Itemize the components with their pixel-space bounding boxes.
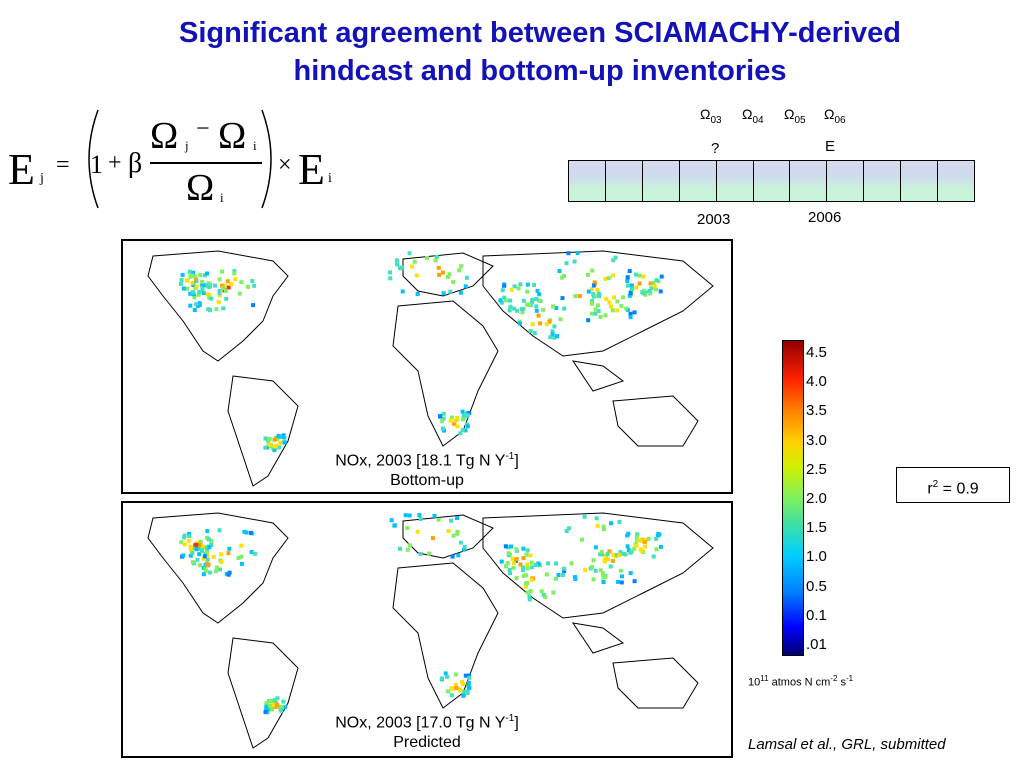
colorbar-tick-label: 0.5 — [806, 577, 827, 595]
timeline-bar — [568, 160, 975, 202]
timeline-question-mark: ? — [711, 140, 720, 157]
timeline-cell — [679, 161, 717, 201]
formula-e-j: E — [8, 145, 35, 194]
colorbar-tick-label: 0.1 — [806, 606, 827, 624]
colorbar-tick-label: 3.5 — [806, 402, 827, 420]
formula-e-i: E — [298, 145, 325, 194]
formula-sub-i: i — [253, 138, 257, 153]
timeline-year-2006: 2006 — [808, 209, 842, 226]
omega-label-05: Ω05 — [784, 106, 806, 126]
timeline-cell — [827, 161, 865, 201]
title-line-1: Significant agreement between SCIAMACHY-… — [179, 17, 901, 49]
map-caption-predicted: NOx, 2003 [17.0 Tg N Y-1] Predicted — [335, 713, 519, 752]
citation: Lamsal et al., GRL, submitted — [748, 736, 946, 753]
formula-right-paren — [261, 109, 272, 209]
timeline-cell — [753, 161, 791, 201]
map-bottom-up: NOx, 2003 [18.1 Tg N Y-1] Bottom-up — [121, 239, 733, 494]
title-line-2: hindcast and bottom-up inventories — [293, 55, 787, 87]
formula-left-paren — [88, 109, 99, 209]
timeline-cell — [864, 161, 902, 201]
formula-sub-i2: i — [220, 190, 224, 205]
map-predicted: NOx, 2003 [17.0 Tg N Y-1] Predicted — [121, 501, 733, 758]
colorbar-tick-label: 2.0 — [806, 490, 827, 507]
world-map-bottom-up — [147, 250, 714, 487]
formula-sub-j: j — [40, 171, 44, 186]
colorbar-tick-label: 1.5 — [806, 519, 827, 537]
formula-sub-i3: i — [328, 171, 332, 186]
formula-minus: − — [196, 116, 210, 142]
formula-one: 1 — [90, 150, 103, 179]
colorbar-tick-label: 4.5 — [806, 344, 827, 361]
world-map-predicted — [147, 512, 714, 749]
emission-formula: E j = 1 + β Ω j − Ω i Ω i × E i — [0, 104, 360, 214]
timeline-cell — [901, 161, 939, 201]
timeline-cell — [938, 161, 974, 201]
colorbar-tick-label: .01 — [806, 636, 827, 653]
timeline-cell — [605, 161, 643, 201]
colorbar-units: 1011 atmos N cm-2 s-1 — [748, 674, 854, 689]
colorbar-tick-label: 4.0 — [806, 373, 827, 391]
omega-label-04: Ω04 — [742, 106, 764, 126]
slide-title: Significant agreement between SCIAMACHY-… — [60, 14, 1020, 90]
formula-beta: β — [128, 148, 143, 179]
formula-omega-j: Ω — [150, 115, 179, 157]
formula-omega-denominator: Ω — [186, 167, 215, 209]
colorbar-tick-label: 1.0 — [806, 548, 827, 566]
formula-sub-j2: j — [185, 138, 189, 153]
formula-plus: + — [108, 150, 122, 176]
r-squared-box: r2 = 0.9 — [896, 467, 1010, 503]
timeline-cell — [716, 161, 754, 201]
colorbar-tick-label: 2.5 — [806, 460, 827, 478]
timeline-year-2003: 2003 — [697, 211, 731, 228]
omega-label-03: Ω03 — [700, 106, 722, 126]
timeline-cell — [569, 161, 606, 201]
timeline-cell — [790, 161, 828, 201]
map-caption-bottom-up: NOx, 2003 [18.1 Tg N Y-1] Bottom-up — [335, 451, 519, 490]
fraction-bar — [150, 162, 262, 164]
colorbar — [782, 340, 804, 656]
formula-equals: = — [56, 152, 70, 178]
timeline-cell — [642, 161, 680, 201]
colorbar-tick-label: 3.0 — [806, 431, 827, 449]
timeline-e-mark: E — [825, 138, 836, 155]
omega-label-06: Ω06 — [824, 106, 846, 126]
formula-times: × — [278, 152, 292, 178]
formula-omega-i: Ω — [218, 115, 247, 157]
